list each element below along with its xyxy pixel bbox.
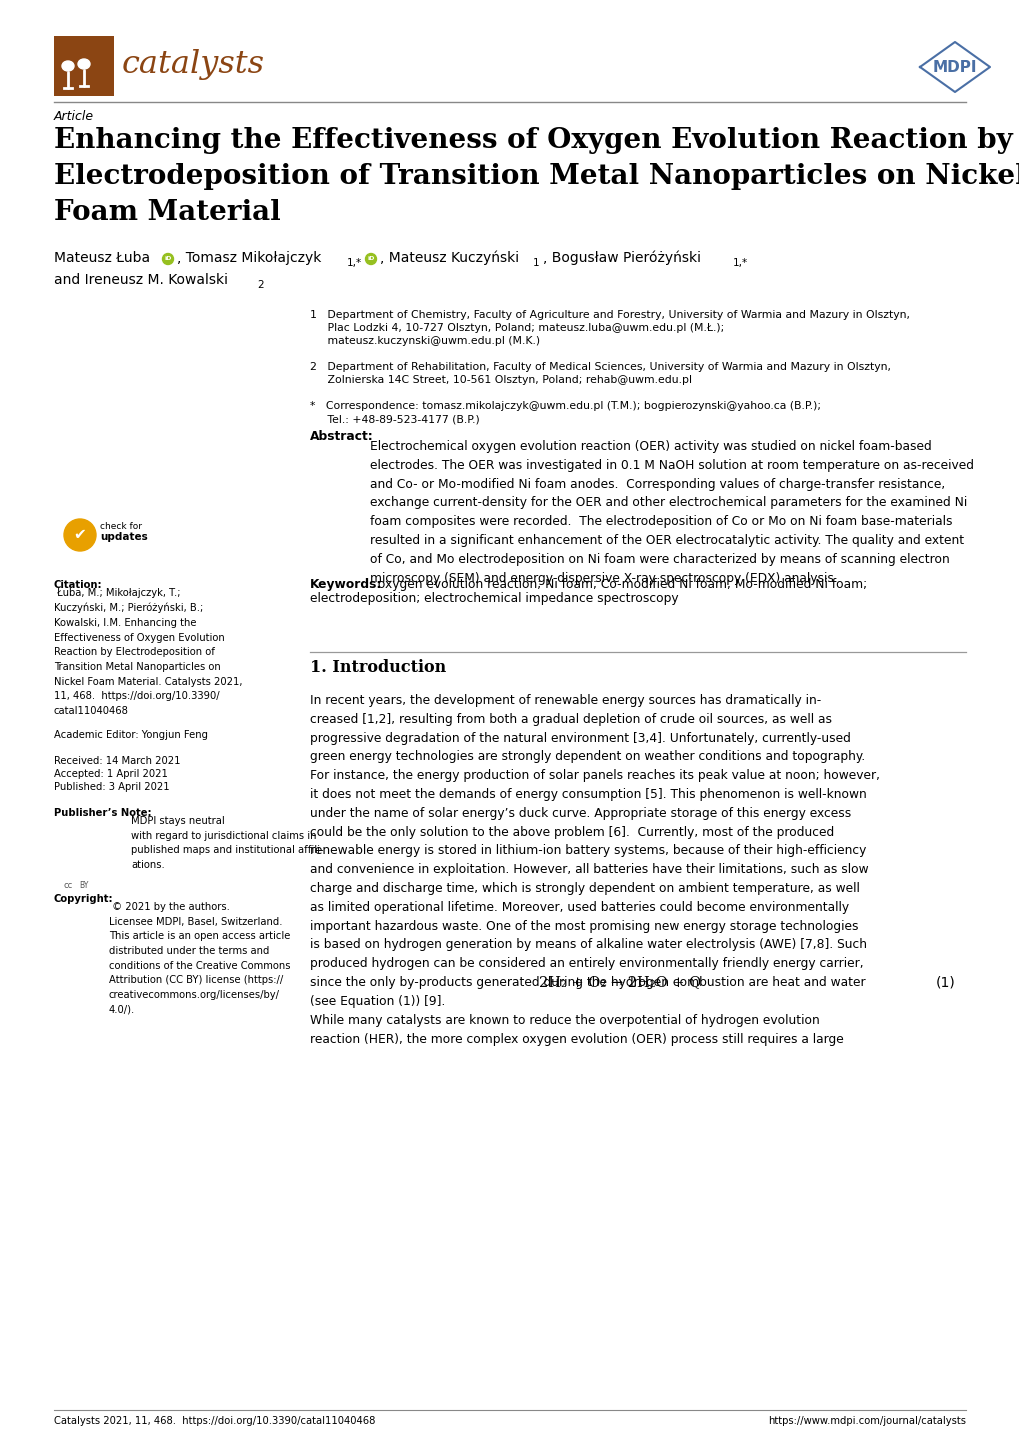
- Text: catalysts: catalysts: [122, 49, 265, 79]
- Circle shape: [162, 254, 173, 264]
- Text: Abstract:: Abstract:: [310, 430, 373, 443]
- Text: oxygen evolution reaction; Ni foam; Co-modified Ni foam; Mo-modified Ni foam;: oxygen evolution reaction; Ni foam; Co-m…: [374, 578, 866, 591]
- Text: MDPI stays neutral
with regard to jurisdictional claims in
published maps and in: MDPI stays neutral with regard to jurisd…: [130, 816, 323, 870]
- Text: mateusz.kuczynski@uwm.edu.pl (M.K.): mateusz.kuczynski@uwm.edu.pl (M.K.): [310, 336, 540, 346]
- Text: cc: cc: [63, 881, 72, 891]
- Text: electrodeposition; electrochemical impedance spectroscopy: electrodeposition; electrochemical imped…: [310, 593, 678, 606]
- Text: Plac Lodzki 4, 10-727 Olsztyn, Poland; mateusz.luba@uwm.edu.pl (M.Ł.);: Plac Lodzki 4, 10-727 Olsztyn, Poland; m…: [310, 323, 723, 333]
- Text: 1,*: 1,*: [346, 258, 362, 268]
- Ellipse shape: [62, 61, 74, 71]
- Text: (1): (1): [935, 975, 955, 989]
- Text: iD: iD: [164, 257, 171, 261]
- Text: Publisher’s Note:: Publisher’s Note:: [54, 808, 152, 818]
- Ellipse shape: [77, 59, 90, 69]
- Text: ✔: ✔: [73, 528, 87, 542]
- Text: Enhancing the Effectiveness of Oxygen Evolution Reaction by: Enhancing the Effectiveness of Oxygen Ev…: [54, 127, 1012, 154]
- Text: Keywords:: Keywords:: [310, 578, 382, 591]
- Text: Foam Material: Foam Material: [54, 199, 280, 226]
- Text: updates: updates: [100, 532, 148, 542]
- Text: Catalysts 2021, 11, 468.  https://doi.org/10.3390/catal11040468: Catalysts 2021, 11, 468. https://doi.org…: [54, 1416, 375, 1426]
- Text: 2: 2: [257, 280, 263, 290]
- Text: In recent years, the development of renewable energy sources has dramatically in: In recent years, the development of rene…: [310, 694, 879, 1008]
- Text: MDPI: MDPI: [931, 59, 976, 75]
- Text: Received: 14 March 2021: Received: 14 March 2021: [54, 756, 180, 766]
- Text: and Ireneusz M. Kowalski: and Ireneusz M. Kowalski: [54, 273, 232, 287]
- Text: 1. Introduction: 1. Introduction: [310, 659, 446, 676]
- Text: 2   Department of Rehabilitation, Faculty of Medical Sciences, University of War: 2 Department of Rehabilitation, Faculty …: [310, 362, 891, 372]
- Text: Published: 3 April 2021: Published: 3 April 2021: [54, 782, 169, 792]
- Text: , Bogusław Pieróżyński: , Bogusław Pieróżyński: [542, 251, 705, 265]
- Text: check for: check for: [100, 522, 142, 531]
- Text: © 2021 by the authors.
Licensee MDPI, Basel, Switzerland.
This article is an ope: © 2021 by the authors. Licensee MDPI, Ba…: [109, 903, 290, 1015]
- Text: 1: 1: [533, 258, 539, 268]
- FancyBboxPatch shape: [54, 36, 114, 97]
- Text: Zolnierska 14C Street, 10-561 Olsztyn, Poland; rehab@uwm.edu.pl: Zolnierska 14C Street, 10-561 Olsztyn, P…: [310, 375, 691, 385]
- Text: Electrochemical oxygen evolution reaction (OER) activity was studied on nickel f: Electrochemical oxygen evolution reactio…: [370, 440, 973, 584]
- Text: Electrodeposition of Transition Metal Nanoparticles on Nickel: Electrodeposition of Transition Metal Na…: [54, 163, 1019, 190]
- Text: 2H₂ + O₂ → 2H₂O + Q: 2H₂ + O₂ → 2H₂O + Q: [538, 975, 700, 989]
- Text: Mateusz Łuba: Mateusz Łuba: [54, 251, 154, 265]
- Text: Accepted: 1 April 2021: Accepted: 1 April 2021: [54, 769, 168, 779]
- Circle shape: [64, 519, 96, 551]
- Text: Łuba, M.; Mikołajczyk, T.;
Kuczyński, M.; Pieróżyński, B.;
Kowalski, I.M. Enhanc: Łuba, M.; Mikołajczyk, T.; Kuczyński, M.…: [54, 588, 243, 715]
- Text: https://www.mdpi.com/journal/catalysts: https://www.mdpi.com/journal/catalysts: [767, 1416, 965, 1426]
- Text: iD: iD: [367, 257, 374, 261]
- Text: Copyright:: Copyright:: [54, 894, 113, 904]
- Text: Citation:: Citation:: [54, 580, 103, 590]
- Text: Academic Editor: Yongjun Feng: Academic Editor: Yongjun Feng: [54, 730, 208, 740]
- Text: , Tomasz Mikołajczyk: , Tomasz Mikołajczyk: [177, 251, 325, 265]
- Text: Article: Article: [54, 110, 94, 123]
- Text: While many catalysts are known to reduce the overpotential of hydrogen evolution: While many catalysts are known to reduce…: [310, 1014, 843, 1045]
- Text: *   Correspondence: tomasz.mikolajczyk@uwm.edu.pl (T.M.); bogpierozynski@yahoo.c: * Correspondence: tomasz.mikolajczyk@uwm…: [310, 401, 820, 411]
- Circle shape: [365, 254, 376, 264]
- Text: BY: BY: [79, 881, 89, 891]
- Text: Tel.: +48-89-523-4177 (B.P.): Tel.: +48-89-523-4177 (B.P.): [310, 414, 479, 424]
- Text: 1,*: 1,*: [733, 258, 747, 268]
- Text: , Mateusz Kuczyński: , Mateusz Kuczyński: [380, 251, 523, 265]
- Text: 1   Department of Chemistry, Faculty of Agriculture and Forestry, University of : 1 Department of Chemistry, Faculty of Ag…: [310, 310, 909, 320]
